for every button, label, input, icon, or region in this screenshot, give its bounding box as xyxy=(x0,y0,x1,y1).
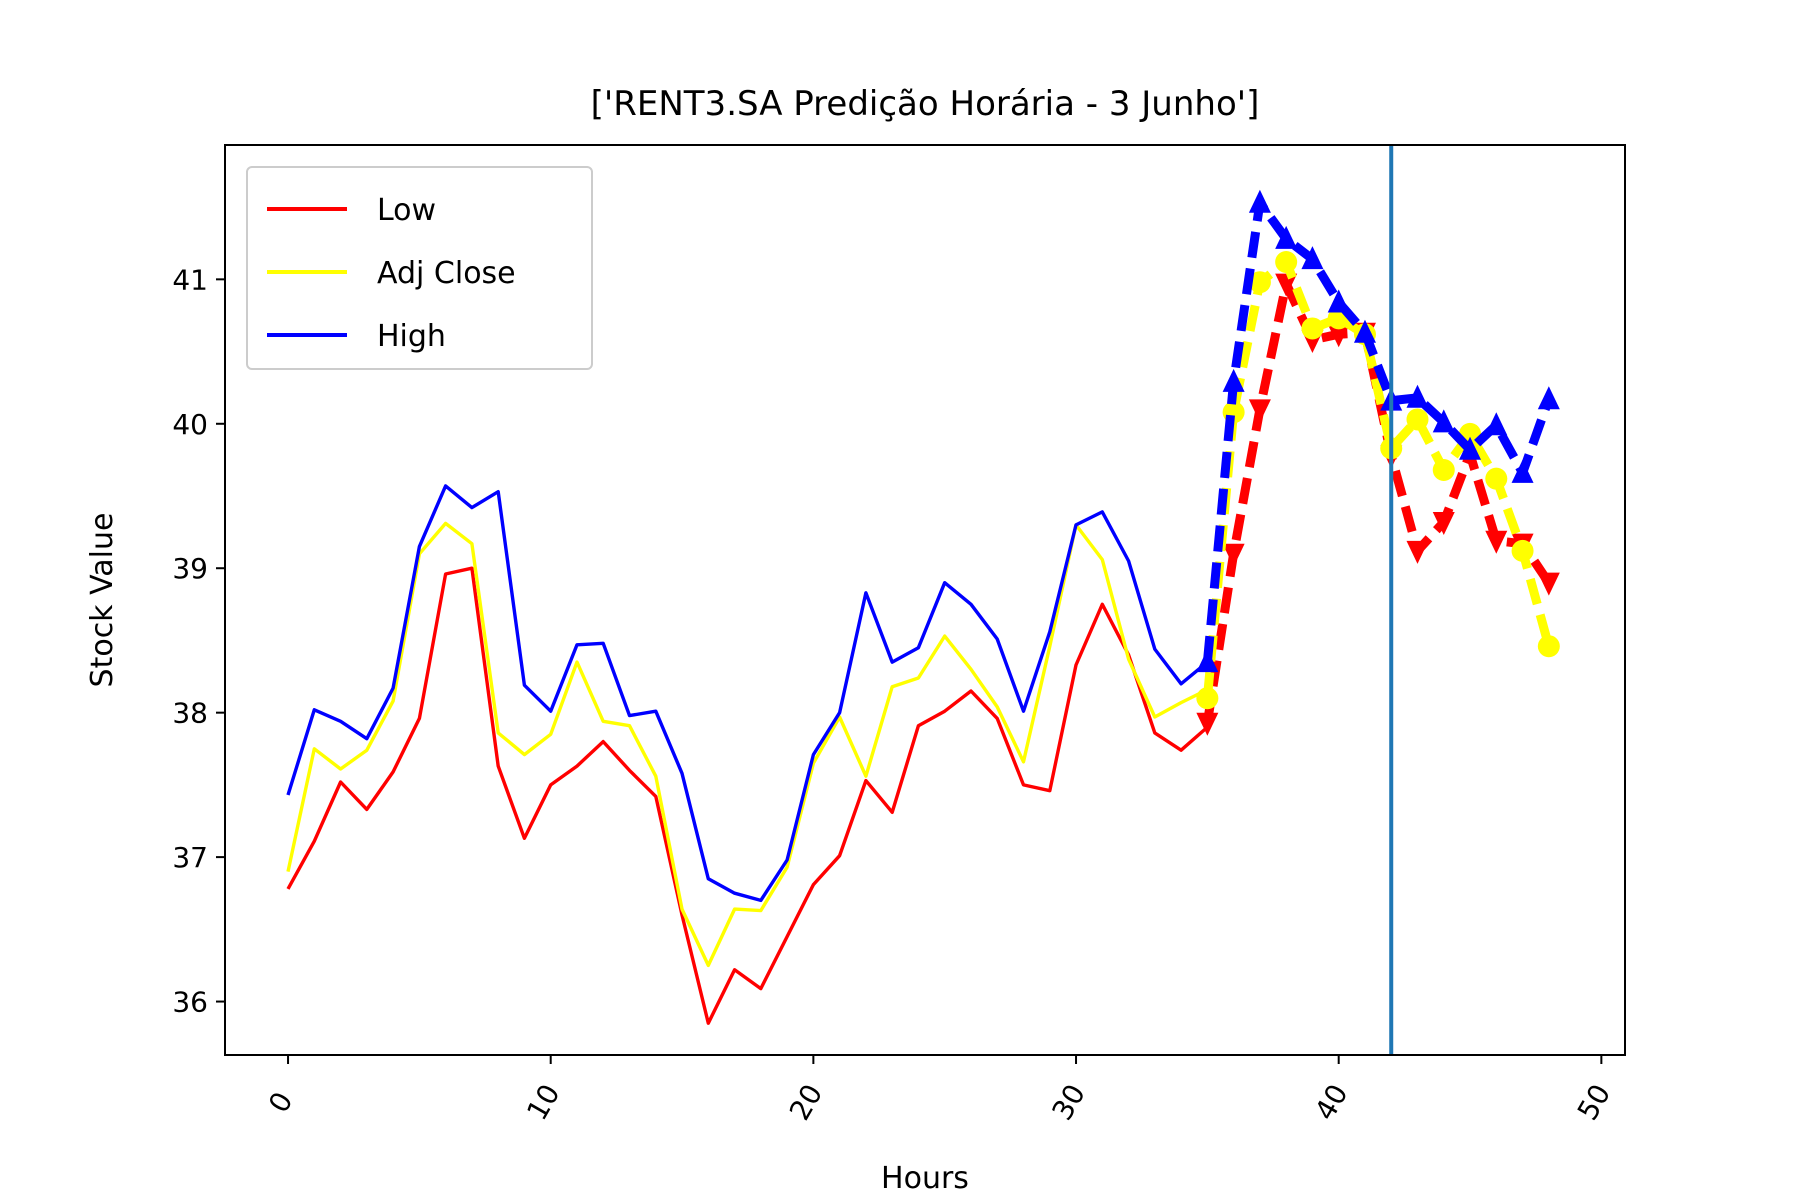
y-tick-label: 36 xyxy=(172,986,208,1019)
data-point-adj-close-prediction-39 xyxy=(1301,317,1324,340)
y-tick-label: 40 xyxy=(172,408,208,441)
data-point-high-prediction-45 xyxy=(1459,436,1482,460)
data-point-adj-close-prediction-47 xyxy=(1511,539,1534,562)
series-high-prediction xyxy=(1196,189,1560,673)
data-point-adj-close-prediction-43 xyxy=(1406,408,1429,431)
data-point-low-prediction-44 xyxy=(1432,512,1455,535)
series-line-low-prediction xyxy=(1202,279,1553,724)
data-point-low-prediction-38 xyxy=(1275,273,1298,297)
data-point-low-prediction-40 xyxy=(1327,324,1350,348)
data-point-high-prediction-43 xyxy=(1406,384,1429,408)
data-point-high-prediction-36 xyxy=(1222,368,1245,392)
legend-box xyxy=(246,166,593,370)
y-tick-label: 38 xyxy=(172,697,208,730)
x-axis-label: Hours xyxy=(881,1161,969,1196)
data-point-high-prediction-48 xyxy=(1537,386,1560,410)
data-point-low-prediction-37 xyxy=(1248,399,1271,423)
data-point-high-prediction-46 xyxy=(1485,412,1508,436)
data-point-low-prediction-48 xyxy=(1537,572,1560,596)
data-point-high-prediction-35 xyxy=(1196,649,1219,673)
axes-frame xyxy=(224,144,1626,1056)
y-axis-label: Stock Value xyxy=(85,513,120,688)
data-point-adj-close-prediction-44 xyxy=(1432,459,1455,481)
y-tick-label: 37 xyxy=(172,841,208,874)
data-point-high-prediction-38 xyxy=(1275,225,1298,249)
series-adj-close xyxy=(286,521,1209,968)
data-point-high-prediction-41 xyxy=(1353,319,1376,343)
data-point-high-prediction-47 xyxy=(1511,459,1534,483)
series-low xyxy=(286,566,1209,1025)
series-line-high xyxy=(286,484,1209,903)
data-point-high-prediction-37 xyxy=(1248,189,1271,213)
data-point-low-prediction-35 xyxy=(1196,712,1219,736)
data-point-low-prediction-36 xyxy=(1222,543,1245,567)
chart-title: ['RENT3.SA Predição Horária - 3 Junho'] xyxy=(591,84,1260,124)
data-point-adj-close-prediction-48 xyxy=(1537,635,1560,658)
data-point-high-prediction-44 xyxy=(1432,409,1455,433)
series-line-adj-close xyxy=(286,521,1209,968)
data-point-low-prediction-46 xyxy=(1485,530,1508,554)
y-tick-label: 39 xyxy=(172,552,208,585)
data-point-low-prediction-43 xyxy=(1406,540,1429,564)
legend: Low Adj Close High xyxy=(246,166,593,370)
legend-label-adj-close: Adj Close xyxy=(377,256,516,291)
y-tick-label: 41 xyxy=(172,263,208,296)
data-point-adj-close-prediction-46 xyxy=(1485,467,1508,490)
legend-label-low: Low xyxy=(377,193,436,228)
series-high xyxy=(286,484,1209,903)
data-point-adj-close-prediction-35 xyxy=(1196,687,1219,710)
data-point-adj-close-prediction-38 xyxy=(1275,251,1298,273)
data-point-high-prediction-39 xyxy=(1301,246,1324,270)
plot-area xyxy=(286,145,1560,1055)
legend-label-high: High xyxy=(377,319,446,354)
data-point-high-prediction-40 xyxy=(1327,289,1350,313)
series-line-low xyxy=(286,566,1209,1025)
data-point-adj-close-prediction-37 xyxy=(1248,271,1271,294)
